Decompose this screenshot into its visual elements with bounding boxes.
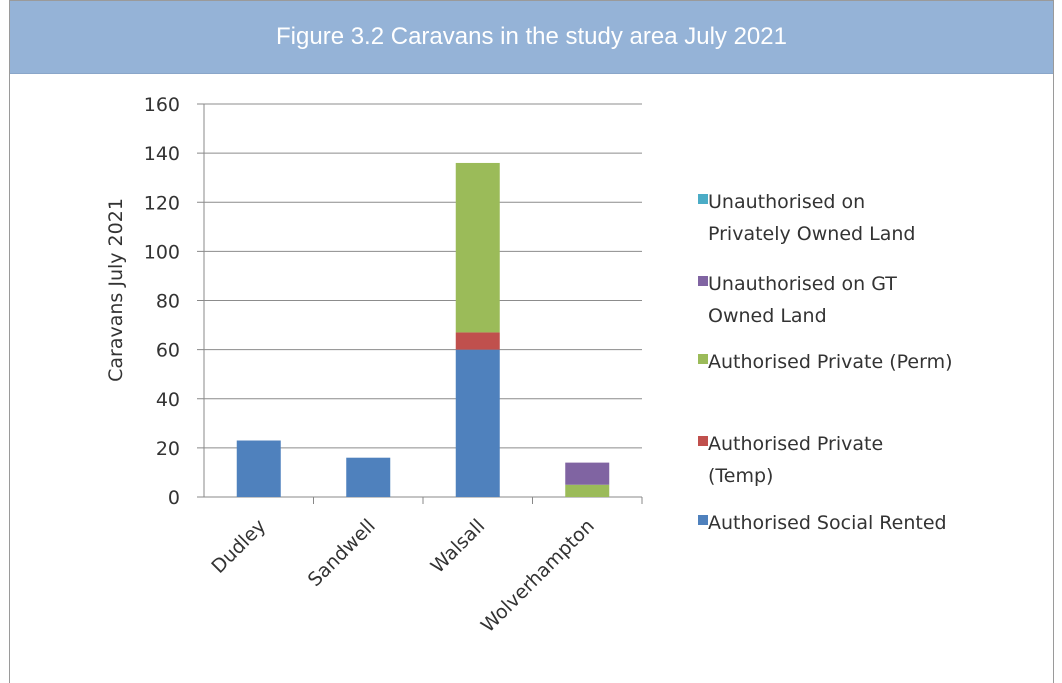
y-axis-title: Caravans July 2021	[105, 198, 127, 382]
y-tick-label: 100	[144, 241, 180, 263]
x-tick-label: Wolverhampton	[477, 515, 599, 637]
legend-label: Authorised Private (Perm)	[708, 351, 953, 373]
bar-segment	[236, 440, 281, 497]
legend-label: Privately Owned Land	[708, 223, 915, 245]
legend-swatch	[698, 276, 708, 286]
x-tick-label: Walsall	[427, 515, 490, 578]
legend-label: Unauthorised on GT	[708, 273, 897, 295]
legend-label: (Temp)	[708, 465, 773, 487]
y-tick-label: 20	[156, 438, 180, 460]
y-tick-label: 0	[168, 487, 180, 509]
x-tick-label: Dudley	[207, 515, 270, 578]
legend-swatch	[698, 354, 708, 364]
bar-segment	[565, 462, 610, 485]
legend-swatch	[698, 515, 708, 525]
chart-title: Figure 3.2 Caravans in the study area Ju…	[276, 23, 787, 50]
y-tick-label: 120	[144, 192, 180, 214]
legend-swatch	[698, 194, 708, 204]
y-tick-label: 80	[156, 291, 180, 313]
bar-segment	[455, 349, 500, 497]
title-bar: Figure 3.2 Caravans in the study area Ju…	[10, 1, 1053, 74]
legend-label: Authorised Social Rented	[708, 512, 947, 534]
y-tick-label: 160	[144, 94, 180, 116]
y-tick-labels: 0 20 40 60 80 100 120 140 160	[144, 94, 180, 509]
bar-segment	[455, 332, 500, 350]
legend: Unauthorised on Privately Owned Land Unaut…	[698, 191, 953, 534]
x-tick-label: Sandwell	[304, 515, 380, 591]
y-tick-label: 40	[156, 389, 180, 411]
bar-segment	[455, 162, 500, 333]
legend-label: Owned Land	[708, 305, 827, 327]
legend-label: Authorised Private	[708, 433, 883, 455]
bars	[236, 162, 643, 504]
legend-label: Unauthorised on	[708, 191, 865, 213]
bar-segment	[565, 484, 610, 497]
figure-frame: Figure 3.2 Caravans in the study area Ju…	[9, 0, 1054, 683]
bar-segment	[346, 457, 391, 497]
gridlines	[197, 103, 642, 498]
y-tick-label: 140	[144, 143, 180, 165]
legend-swatch	[698, 436, 708, 446]
y-tick-label: 60	[156, 340, 180, 362]
